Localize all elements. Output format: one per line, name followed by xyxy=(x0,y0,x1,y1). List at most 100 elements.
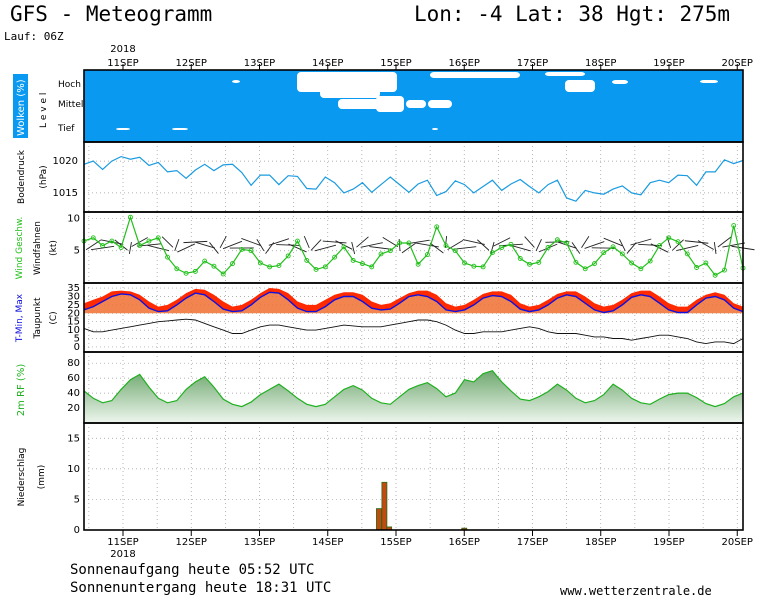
precip-unit-label: (mm) xyxy=(37,465,47,490)
wind-speed-point xyxy=(629,260,635,266)
wind-speed-point xyxy=(666,235,672,241)
wind-barb xyxy=(630,238,652,246)
wind-speed-point xyxy=(601,250,607,256)
date-label-bottom: 18SEP xyxy=(585,537,616,548)
wind-speed-point xyxy=(155,235,161,241)
wind-barb xyxy=(619,238,626,252)
wind-speed-point xyxy=(304,257,310,263)
cloud-level-label: Hoch xyxy=(58,80,81,90)
y-tick-label: 1020 xyxy=(53,156,78,167)
wind-barb xyxy=(684,240,709,244)
wind-speed-point xyxy=(295,238,300,244)
date-label-bottom: 12SEP xyxy=(176,537,207,548)
wind-barb xyxy=(222,240,243,250)
location-info: Lon: -4 Lat: 38 Hgt: 275m xyxy=(414,2,731,26)
wind-barb xyxy=(717,236,732,248)
clear-sky-patch xyxy=(432,128,438,130)
wind-speed-point xyxy=(257,260,263,266)
wind-barb xyxy=(310,239,322,251)
y-tick-label: 10 xyxy=(67,213,80,224)
clear-sky-patch xyxy=(612,80,628,84)
precip-ylabel: Niederschlag xyxy=(17,448,27,507)
wind-speed-point xyxy=(350,257,356,263)
y-tick-label: 15 xyxy=(67,317,80,328)
temperature-min-fill xyxy=(84,292,743,314)
wind-speed-point xyxy=(406,240,412,246)
sunset-text: Sonnenuntergang heute 18:31 UTC xyxy=(70,580,332,596)
wind-barb xyxy=(713,241,717,255)
date-label-bottom: 16SEP xyxy=(449,537,480,548)
wind-speed-point xyxy=(378,251,384,257)
wind-speed-point xyxy=(369,264,375,270)
wind-barb xyxy=(131,237,148,247)
wind-barb xyxy=(194,241,216,249)
wind-speed-point xyxy=(582,266,588,272)
clear-sky-patch xyxy=(428,100,452,108)
wind-barb xyxy=(351,241,356,255)
y-tick-label: 80 xyxy=(67,358,80,369)
cloud-ylabel-bg xyxy=(13,74,28,138)
wind-speed-point xyxy=(100,243,106,249)
pressure-ylabel: Bodendruck xyxy=(17,149,27,204)
wind-barb xyxy=(535,238,542,252)
wind-speed-point xyxy=(424,252,430,258)
wind-speed-point xyxy=(554,237,560,243)
wind-speed-point xyxy=(239,246,245,252)
y-tick-label: 20 xyxy=(67,308,80,319)
wind-unit-label: (kt) xyxy=(49,240,59,256)
wind-speed-point xyxy=(313,266,319,272)
wind-speed-point xyxy=(499,245,505,250)
date-label-top: 12SEP xyxy=(176,58,207,69)
date-label-top: 15SEP xyxy=(380,58,411,69)
wind-speed-point xyxy=(248,248,254,254)
wind-speed-point xyxy=(452,248,458,254)
panel-frame xyxy=(83,422,744,531)
y-tick-label: 0 xyxy=(74,342,80,353)
wind-speed-point xyxy=(471,263,477,269)
clear-sky-patch xyxy=(565,80,595,92)
dewpoint-line xyxy=(83,318,744,345)
cloud-ylabel-level: L e v e l xyxy=(39,93,49,128)
wind-speed-point xyxy=(127,214,133,220)
wind-speed-point xyxy=(619,251,625,257)
wind-barb xyxy=(314,244,337,252)
wind-barb xyxy=(571,242,581,254)
wind-speed-point xyxy=(545,245,551,250)
rh-area xyxy=(84,370,743,423)
y-tick-label: 5 xyxy=(74,494,80,505)
y-tick-label: 30 xyxy=(67,291,80,302)
wind-barb xyxy=(209,242,219,254)
pressure-line xyxy=(83,155,744,202)
wind-barb xyxy=(303,235,310,249)
wind-speed-point xyxy=(183,270,189,276)
wind-speed-point xyxy=(397,240,403,246)
y-tick-label: 35 xyxy=(67,283,80,294)
wind-barb xyxy=(241,238,261,246)
wind-barb xyxy=(672,239,684,251)
y-tick-label: 5 xyxy=(74,246,80,257)
wind-speed-point xyxy=(109,238,115,244)
wind-barb xyxy=(128,241,132,255)
wind-barb xyxy=(219,235,227,249)
wind-barb xyxy=(584,241,605,249)
cloud-ylabel: Wolken (%) xyxy=(16,79,27,136)
wind-barb xyxy=(476,239,490,251)
wind-speed-point xyxy=(712,272,718,278)
cloud-level-label: Tief xyxy=(57,124,75,134)
date-label-bottom: 19SEP xyxy=(653,537,684,548)
clear-sky-patch xyxy=(406,100,426,108)
wind-speed-point xyxy=(527,261,532,267)
precip-bar xyxy=(376,508,382,531)
temperature-ylabel: T-Min, Max xyxy=(15,293,25,343)
precip-bar xyxy=(381,481,388,531)
wind-speed-point xyxy=(341,244,347,250)
tmin-line xyxy=(83,291,744,314)
clear-sky-patch xyxy=(545,72,585,76)
year-label-bottom: 2018 xyxy=(110,549,135,560)
wind-speed-point xyxy=(387,248,393,254)
date-label-bottom: 14SEP xyxy=(312,537,343,548)
clear-sky-patch xyxy=(376,96,404,112)
y-tick-label: 5 xyxy=(74,334,80,345)
wind-speed-point xyxy=(146,238,152,244)
website-credit[interactable]: www.wetterzentrale.de xyxy=(560,584,712,598)
